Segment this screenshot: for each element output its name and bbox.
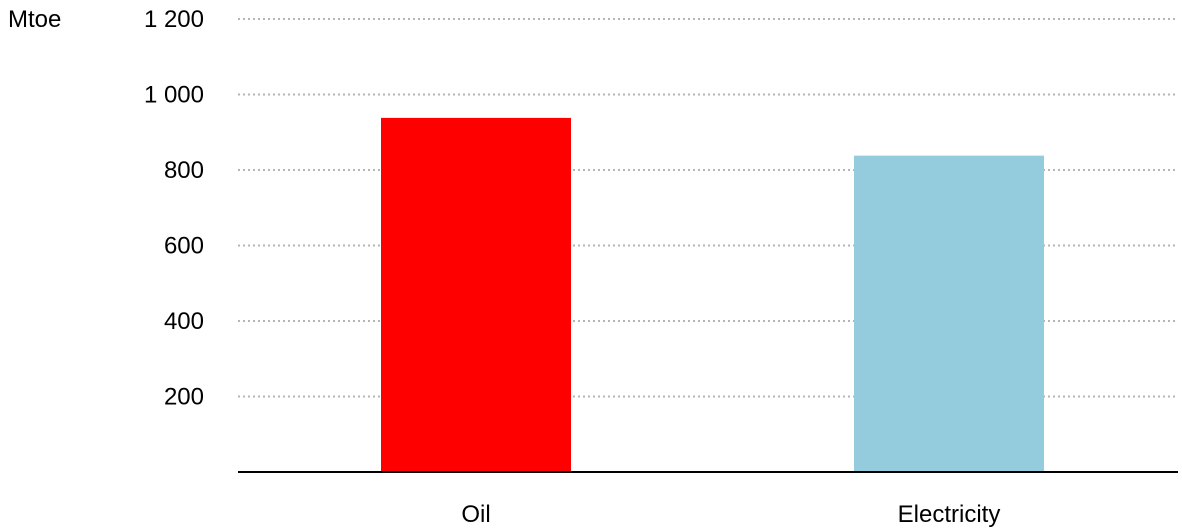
bar-oil <box>381 117 571 472</box>
y-tick-labels: 200 400 600 800 1 000 1 200 <box>144 6 204 411</box>
y-tick-label: 200 <box>164 384 204 411</box>
y-tick-label: 800 <box>164 157 204 184</box>
y-tick-label: 600 <box>164 233 204 260</box>
x-category-label: Oil <box>461 501 490 528</box>
bar-electricity <box>854 155 1044 472</box>
y-axis-unit-label: Mtoe <box>8 6 61 33</box>
bars <box>381 117 1044 472</box>
y-tick-label: 400 <box>164 308 204 335</box>
x-category-labels: Oil Electricity <box>461 501 1000 528</box>
y-tick-label: 1 200 <box>144 6 204 33</box>
x-category-label: Electricity <box>898 501 1001 528</box>
y-tick-label: 1 000 <box>144 82 204 109</box>
